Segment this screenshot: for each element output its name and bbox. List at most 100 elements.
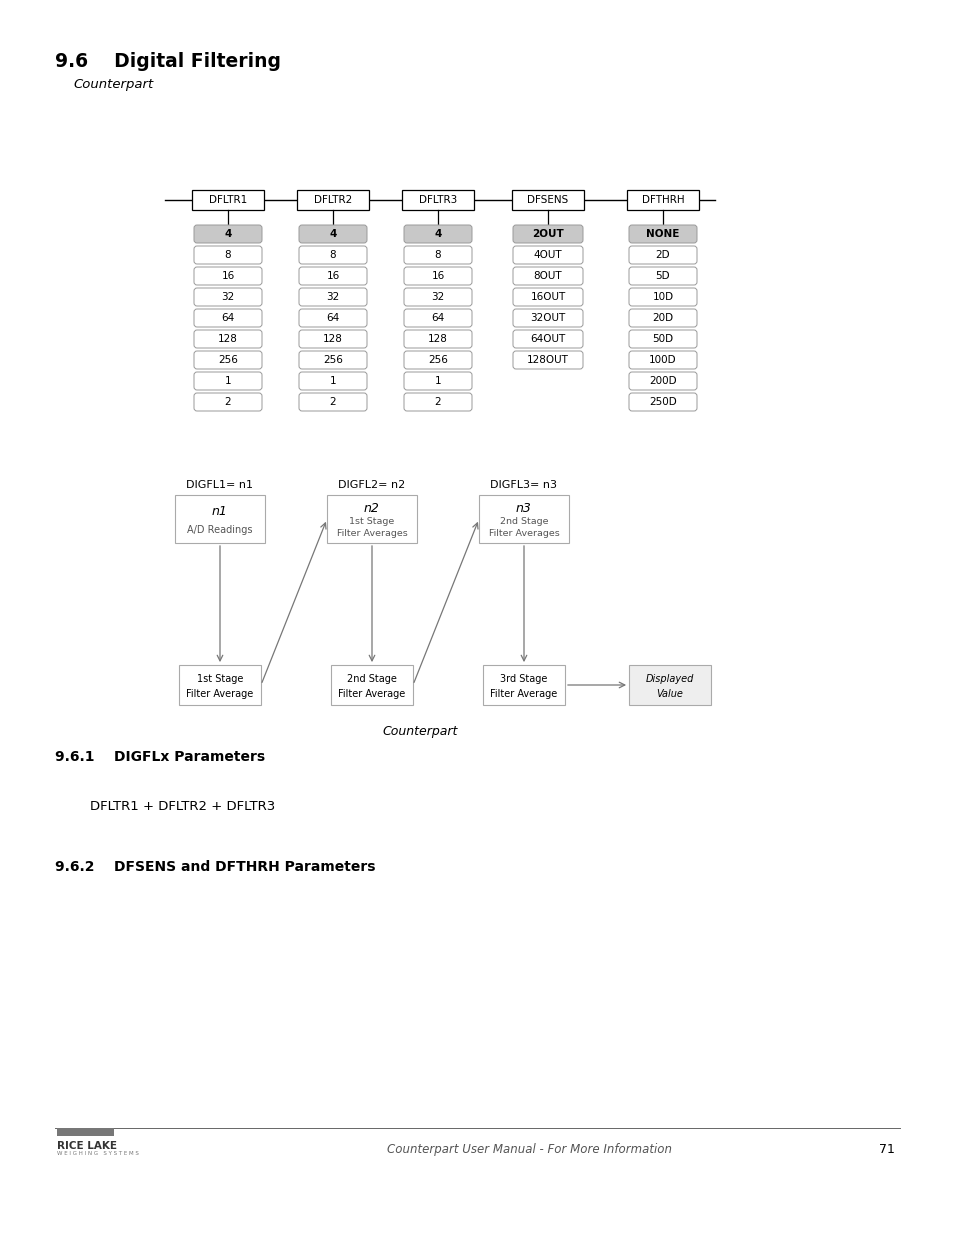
Text: RICE LAKE: RICE LAKE [57, 1141, 117, 1151]
Bar [57, 1128, 113, 1136]
Text: W E I G H I N G   S Y S T E M S: W E I G H I N G S Y S T E M S [57, 1151, 139, 1156]
Text: 200D: 200D [648, 375, 676, 387]
FancyBboxPatch shape [193, 393, 262, 411]
FancyBboxPatch shape [403, 330, 472, 348]
FancyBboxPatch shape [403, 309, 472, 327]
FancyBboxPatch shape [513, 288, 582, 306]
FancyBboxPatch shape [298, 330, 367, 348]
Text: 128OUT: 128OUT [526, 354, 568, 366]
Text: 8: 8 [225, 249, 231, 261]
FancyBboxPatch shape [513, 246, 582, 264]
Text: Value: Value [656, 689, 682, 699]
FancyBboxPatch shape [513, 330, 582, 348]
FancyBboxPatch shape [628, 664, 710, 705]
Text: 20D: 20D [652, 312, 673, 324]
FancyBboxPatch shape [403, 393, 472, 411]
Text: 2nd Stage: 2nd Stage [347, 674, 396, 684]
Text: A/D Readings: A/D Readings [187, 525, 253, 535]
FancyBboxPatch shape [298, 372, 367, 390]
FancyBboxPatch shape [298, 351, 367, 369]
FancyBboxPatch shape [513, 225, 582, 243]
Text: n1: n1 [212, 505, 228, 519]
FancyBboxPatch shape [327, 495, 416, 543]
FancyBboxPatch shape [628, 309, 697, 327]
Text: DIGFL1= n1: DIGFL1= n1 [186, 480, 253, 490]
Text: 32: 32 [221, 291, 234, 303]
FancyBboxPatch shape [628, 225, 697, 243]
Text: Filter Average: Filter Average [490, 689, 558, 699]
Text: DFLTR3: DFLTR3 [418, 195, 456, 205]
Text: 1st Stage: 1st Stage [196, 674, 243, 684]
FancyBboxPatch shape [331, 664, 413, 705]
Text: 2: 2 [330, 396, 336, 408]
FancyBboxPatch shape [482, 664, 564, 705]
FancyBboxPatch shape [628, 372, 697, 390]
Text: 16: 16 [431, 270, 444, 282]
Text: 16: 16 [326, 270, 339, 282]
FancyBboxPatch shape [193, 225, 262, 243]
FancyBboxPatch shape [174, 495, 265, 543]
FancyBboxPatch shape [513, 351, 582, 369]
Text: 4: 4 [434, 228, 441, 240]
Text: 9.6    Digital Filtering: 9.6 Digital Filtering [55, 52, 281, 70]
Text: 100D: 100D [648, 354, 676, 366]
Text: 16: 16 [221, 270, 234, 282]
Text: 2: 2 [225, 396, 231, 408]
FancyBboxPatch shape [401, 190, 474, 210]
FancyBboxPatch shape [478, 495, 568, 543]
Text: 4OUT: 4OUT [533, 249, 561, 261]
Text: Counterpart: Counterpart [73, 78, 153, 91]
FancyBboxPatch shape [403, 225, 472, 243]
Text: 50D: 50D [652, 333, 673, 345]
Text: n2: n2 [364, 501, 379, 515]
FancyBboxPatch shape [628, 246, 697, 264]
Text: 2: 2 [435, 396, 441, 408]
FancyBboxPatch shape [628, 267, 697, 285]
FancyBboxPatch shape [193, 309, 262, 327]
FancyBboxPatch shape [193, 288, 262, 306]
Text: 128: 128 [428, 333, 448, 345]
Text: 9.6.2    DFSENS and DFTHRH Parameters: 9.6.2 DFSENS and DFTHRH Parameters [55, 860, 375, 874]
Text: 128: 128 [323, 333, 342, 345]
Text: Displayed: Displayed [645, 674, 694, 684]
Text: 256: 256 [323, 354, 342, 366]
Text: 250D: 250D [648, 396, 677, 408]
FancyBboxPatch shape [298, 288, 367, 306]
Text: Counterpart User Manual - For More Information: Counterpart User Manual - For More Infor… [387, 1144, 672, 1156]
Text: 64: 64 [326, 312, 339, 324]
Text: 8: 8 [330, 249, 336, 261]
Text: 1: 1 [330, 375, 336, 387]
FancyBboxPatch shape [193, 330, 262, 348]
Text: 3rd Stage: 3rd Stage [499, 674, 547, 684]
FancyBboxPatch shape [403, 246, 472, 264]
Text: DFTHRH: DFTHRH [641, 195, 683, 205]
FancyBboxPatch shape [512, 190, 583, 210]
Text: 1: 1 [225, 375, 231, 387]
Text: 32OUT: 32OUT [530, 312, 565, 324]
Text: Filter Average: Filter Average [338, 689, 405, 699]
Text: 1st Stage: 1st Stage [349, 517, 395, 526]
FancyBboxPatch shape [193, 267, 262, 285]
Text: 256: 256 [428, 354, 448, 366]
Text: 64OUT: 64OUT [530, 333, 565, 345]
FancyBboxPatch shape [192, 190, 264, 210]
Text: 4: 4 [224, 228, 232, 240]
FancyBboxPatch shape [179, 664, 261, 705]
FancyBboxPatch shape [193, 246, 262, 264]
Text: Filter Averages: Filter Averages [488, 529, 558, 538]
Text: DIGFL3= n3: DIGFL3= n3 [490, 480, 557, 490]
Text: 128: 128 [218, 333, 237, 345]
Text: 9.6.1    DIGFLx Parameters: 9.6.1 DIGFLx Parameters [55, 750, 265, 764]
Text: DFLTR1 + DFLTR2 + DFLTR3: DFLTR1 + DFLTR2 + DFLTR3 [90, 800, 275, 813]
FancyBboxPatch shape [628, 393, 697, 411]
Text: 256: 256 [218, 354, 237, 366]
Text: 71: 71 [879, 1144, 894, 1156]
Text: 64: 64 [221, 312, 234, 324]
FancyBboxPatch shape [403, 267, 472, 285]
FancyBboxPatch shape [513, 309, 582, 327]
FancyBboxPatch shape [298, 267, 367, 285]
FancyBboxPatch shape [193, 372, 262, 390]
FancyBboxPatch shape [628, 351, 697, 369]
Text: Filter Averages: Filter Averages [336, 529, 407, 538]
Text: Filter Average: Filter Average [186, 689, 253, 699]
